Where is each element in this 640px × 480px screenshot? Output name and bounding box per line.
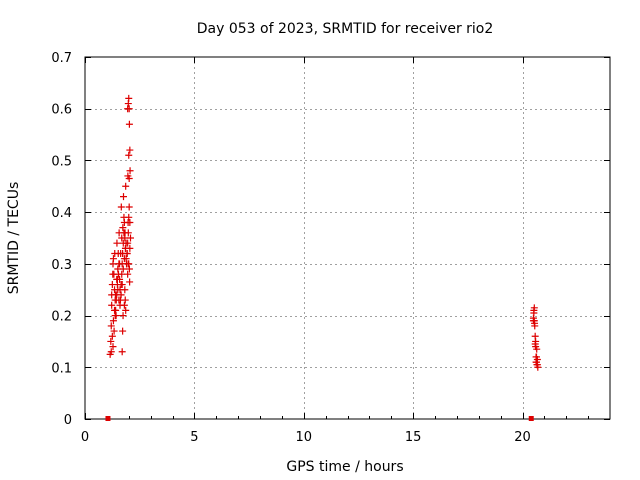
data-point xyxy=(118,234,126,242)
data-point xyxy=(125,105,133,113)
data-point xyxy=(533,353,540,361)
data-point xyxy=(108,301,116,309)
data-point xyxy=(531,340,539,348)
data-point xyxy=(117,250,125,258)
data-point xyxy=(119,312,127,320)
data-point xyxy=(107,337,115,345)
data-point xyxy=(120,193,127,201)
data-point xyxy=(110,327,118,335)
data-point xyxy=(126,244,134,252)
data-point xyxy=(124,260,132,268)
data-point xyxy=(126,167,134,175)
y-tick-label: 0.5 xyxy=(51,154,72,169)
y-tick-label: 0.7 xyxy=(51,51,72,66)
data-point xyxy=(125,175,133,183)
data-point xyxy=(124,270,132,278)
x-axis-title: GPS time / hours xyxy=(286,459,403,475)
data-point xyxy=(533,361,541,369)
data-point xyxy=(120,301,128,309)
data-point xyxy=(116,260,124,268)
data-point xyxy=(117,203,125,211)
data-point xyxy=(121,296,129,304)
data-point xyxy=(118,348,126,356)
data-point xyxy=(108,291,116,299)
grid xyxy=(85,57,610,419)
data-point xyxy=(530,317,538,325)
y-tick-label: 0 xyxy=(64,413,72,428)
data-point xyxy=(120,213,128,221)
data-point xyxy=(111,250,119,258)
zero-marker xyxy=(528,416,534,421)
data-point xyxy=(125,94,133,102)
data-point xyxy=(108,332,116,340)
x-tick-label: 0 xyxy=(81,430,89,445)
x-tick-label: 15 xyxy=(405,430,422,445)
y-tick-label: 0.6 xyxy=(51,103,72,118)
data-point xyxy=(121,286,129,294)
data-point xyxy=(109,270,117,278)
data-point xyxy=(107,348,115,356)
data-point xyxy=(113,281,121,289)
data-point xyxy=(113,239,121,247)
data-point xyxy=(126,146,134,154)
axis-ticks: 0 5 10 15 20 0 0.1 0.2 0.3 0.4 0.5 0.6 0.7 xyxy=(51,51,610,445)
data-point xyxy=(109,343,117,351)
data-point xyxy=(125,203,133,211)
data-points xyxy=(105,94,542,421)
x-tick-label: 20 xyxy=(514,430,531,445)
data-point xyxy=(125,265,133,273)
data-point xyxy=(124,218,132,226)
data-point xyxy=(107,322,115,330)
data-point xyxy=(120,255,128,263)
zero-marker xyxy=(105,416,111,421)
data-point xyxy=(113,275,121,283)
data-point xyxy=(115,229,123,237)
data-point xyxy=(111,306,119,314)
data-point xyxy=(109,317,117,325)
data-point xyxy=(530,306,538,314)
data-point xyxy=(119,224,127,232)
data-point xyxy=(122,182,130,190)
plot-frame xyxy=(84,56,611,420)
data-point xyxy=(123,250,131,258)
x-tick-label: 5 xyxy=(190,430,198,445)
x-tick-label: 10 xyxy=(295,430,312,445)
data-point xyxy=(122,239,130,247)
data-point xyxy=(122,306,130,314)
y-axis-title: SRMTID / TECUs xyxy=(6,182,22,295)
data-point xyxy=(111,312,119,320)
data-point xyxy=(533,345,541,353)
chart-title: Day 053 of 2023, SRMTID for receiver rio… xyxy=(197,21,494,37)
data-point xyxy=(125,151,133,159)
data-point xyxy=(117,291,125,299)
data-point xyxy=(126,278,134,286)
data-point xyxy=(125,120,133,128)
data-point xyxy=(109,255,117,263)
y-tick-label: 0.4 xyxy=(51,206,72,221)
data-point xyxy=(127,234,134,242)
data-point xyxy=(121,229,129,237)
data-point xyxy=(119,265,127,273)
y-tick-label: 0.1 xyxy=(51,361,72,376)
y-tick-label: 0.2 xyxy=(51,310,72,325)
y-tick-label: 0.3 xyxy=(51,258,72,273)
data-point xyxy=(112,296,120,304)
data-point xyxy=(119,327,127,335)
